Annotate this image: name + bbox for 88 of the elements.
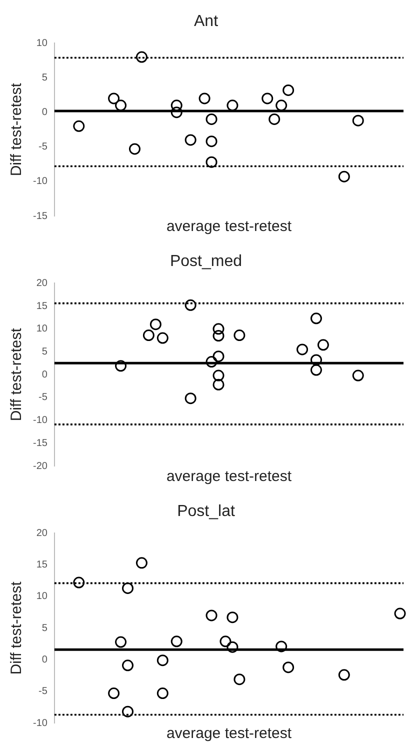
point [268,113,280,125]
point [128,143,140,155]
point [310,312,322,324]
point [115,100,127,112]
point [156,332,168,344]
point [122,660,134,672]
point [220,636,232,648]
y-axis-title: Diff test-retest [8,580,26,675]
point [212,350,224,362]
y-tick-label: -15 [33,210,48,222]
point [276,640,288,652]
y-tick-label: 0 [42,369,48,380]
point [206,136,218,148]
chart-title: Post_med [170,253,242,270]
y-axis-title: Diff test-retest [8,82,26,176]
point [115,636,127,648]
point [122,582,134,594]
point [170,636,182,648]
point [310,354,322,366]
x-axis-title: average test-retest [166,468,292,486]
point [338,669,350,681]
point [170,106,182,118]
y-tick-label: 0 [42,654,48,666]
y-tick-label: 15 [36,560,48,571]
point [108,688,120,700]
point [317,339,329,351]
point [234,330,246,342]
point [352,370,364,382]
point [394,608,406,620]
point [352,114,364,126]
point [156,654,168,666]
point [156,688,168,700]
y-tick-label: 10 [36,324,48,335]
point [184,392,196,404]
y-tick-label: 10 [36,38,48,49]
point [296,344,308,356]
point [276,100,288,112]
y-tick-label: -5 [38,686,48,698]
y-tick-label: -10 [33,176,48,188]
y-tick-label: -20 [33,460,48,472]
point [206,610,218,622]
point [73,120,85,132]
y-tick-label: 15 [36,300,48,312]
point [136,51,148,63]
y-tick-label: -10 [33,415,48,426]
x-axis-title: average test-retest [166,725,292,742]
point [310,364,322,376]
point [282,662,294,674]
point [122,706,134,718]
point [262,92,274,104]
point [136,557,148,569]
point [206,156,218,168]
point [150,318,162,330]
y-axis-title: Diff test-retest [8,327,26,422]
point [212,330,224,342]
point [115,360,127,372]
x-axis-title: average test-retest [166,218,292,236]
y-tick-label: -10 [33,718,48,729]
point [226,641,238,653]
point [234,674,246,686]
point [226,612,238,624]
y-tick-label: 5 [42,72,48,84]
y-tick-label: 20 [36,278,48,289]
point [206,356,218,368]
point [338,170,350,182]
chart-title: Post_lat [177,503,236,520]
point [282,84,294,96]
y-tick-label: 0 [42,107,48,118]
y-tick-label: -5 [38,142,48,153]
point [212,370,224,382]
point [206,113,218,125]
point [184,134,196,146]
point [184,299,196,311]
point [170,100,182,112]
y-tick-label: 5 [42,346,48,358]
point [108,92,120,104]
y-tick-label: 20 [36,528,48,539]
point [73,576,85,588]
point [226,100,238,112]
chart-title: Ant [194,13,219,30]
y-tick-label: 5 [42,622,48,634]
y-tick-label: 10 [36,591,48,602]
y-tick-label: -15 [33,438,48,449]
point [142,330,154,342]
y-tick-label: -5 [38,392,48,404]
point [212,378,224,390]
point [198,92,210,104]
point [212,323,224,335]
